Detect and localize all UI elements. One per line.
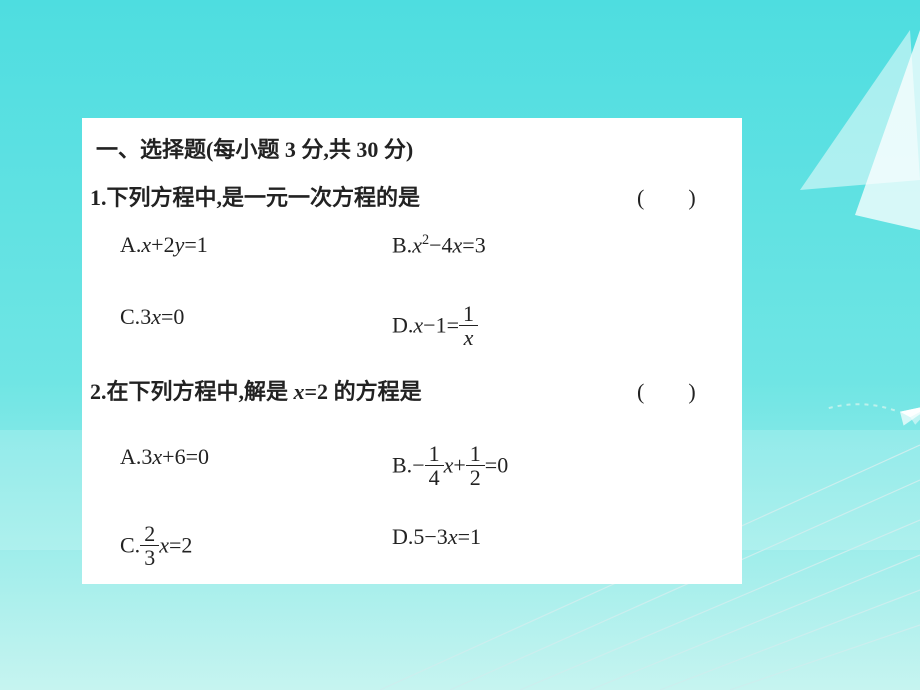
question-1-number: 1. (90, 185, 107, 210)
question-1-choice-a: A.x+2y=1 (120, 232, 208, 258)
question-2-number: 2. (90, 379, 107, 404)
question-2-choice-c: C.23x=2 (120, 524, 192, 571)
question-2-choice-a: A.3x+6=0 (120, 444, 209, 470)
question-1-blank: ( ) (637, 180, 696, 212)
paper-plane-2 (820, 378, 920, 447)
question-2-choice-b: B.−14x+12=0 (392, 444, 508, 491)
question-1-choice-b: B.x2−4x=3 (392, 232, 486, 258)
paper-plane-3 (840, 255, 920, 332)
question-1-stem: 1.下列方程中,是一元一次方程的是 (90, 180, 420, 212)
question-2-blank: ( ) (637, 374, 696, 406)
question-1-choice-c: C.3x=0 (120, 304, 184, 330)
question-2-text-pre: 在下列方程中,解是 (107, 379, 294, 404)
question-2-choice-d: D.5−3x=1 (392, 524, 481, 550)
question-2-expression: x=2 (294, 379, 329, 404)
question-2-text-post: 的方程是 (328, 379, 422, 404)
question-1-choice-d: D.x−1=1x (392, 304, 478, 351)
section-header: 一、选择题(每小题 3 分,共 30 分) (96, 132, 413, 164)
question-1-text: 下列方程中,是一元一次方程的是 (107, 185, 421, 210)
question-2-stem: 2.在下列方程中,解是 x=2 的方程是 (90, 374, 422, 406)
content-card: 一、选择题(每小题 3 分,共 30 分) 1.下列方程中,是一元一次方程的是 … (82, 118, 742, 584)
